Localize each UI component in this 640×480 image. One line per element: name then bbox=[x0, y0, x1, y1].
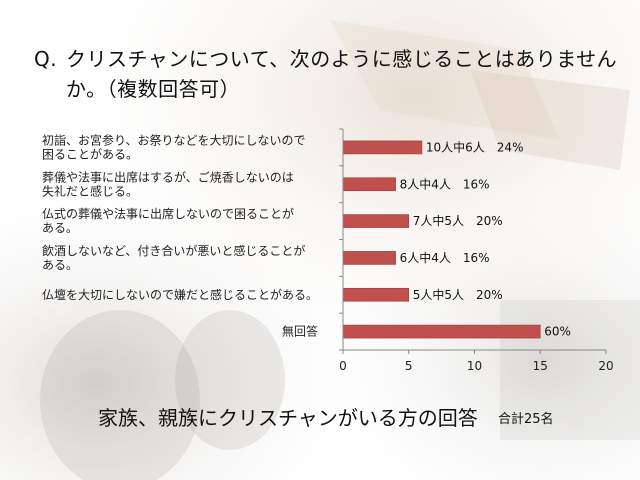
category-label-line: 葬儀や法事に出席はするが、ご焼香しないのは bbox=[42, 169, 294, 184]
data-label-1: 10人中6人 24% bbox=[426, 139, 524, 154]
category-label-1: 初詣、お宮参り、お祭りなどを大切にしないので困ることがある。 bbox=[42, 132, 306, 161]
x-tick-label-10: 10 bbox=[467, 359, 482, 373]
data-label-4: 6人中4人 16% bbox=[400, 250, 490, 265]
x-tick-label-15: 15 bbox=[533, 359, 548, 373]
book-shape bbox=[330, 20, 560, 140]
category-label-line: ある。 bbox=[42, 221, 78, 235]
category-label-line: 仏式の葬儀や法事に出席しないので困ることが bbox=[42, 206, 294, 221]
respondent-total: 合計25名 bbox=[498, 412, 554, 427]
x-tick-label-20: 20 bbox=[598, 359, 613, 373]
bar-6 bbox=[342, 324, 541, 339]
question-text: クリスチャンについて、次のように感じることはありませんか。（複数回答可） bbox=[66, 47, 618, 101]
category-label-2: 葬儀や法事に出席はするが、ご焼香しないのは失礼だと感じる。 bbox=[42, 169, 294, 198]
x-tick-label-5: 5 bbox=[405, 359, 413, 373]
category-label-5: 仏壇を大切にしないので嫌だと感じることがある。 bbox=[42, 287, 318, 302]
labels-layer: 10人中6人 24% 初詣、お宮参り、お祭りなどを大切にしないので困ることがある。… bbox=[42, 132, 571, 338]
question-marker: Q. bbox=[34, 47, 58, 71]
category-label-line: 初詣、お宮参り、お祭りなどを大切にしないので bbox=[42, 132, 306, 147]
bar-3 bbox=[342, 214, 410, 228]
category-label-line: 失礼だと感じる。 bbox=[42, 183, 138, 198]
data-label-3: 7人中5人 20% bbox=[413, 213, 503, 228]
category-label-line: 飲酒しないなど、付き合いが悪いと感じることが bbox=[42, 243, 305, 258]
category-label-line: 仏壇を大切にしないので嫌だと感じることがある。 bbox=[42, 287, 318, 302]
bars-layer bbox=[342, 140, 541, 339]
category-label-6: 無回答 bbox=[282, 324, 318, 339]
chart-caption: 家族、親族にクリスチャンがいる方の回答 bbox=[98, 406, 478, 430]
crowd-shape bbox=[500, 300, 640, 440]
category-label-line: 無回答 bbox=[282, 324, 318, 339]
person-silhouette bbox=[40, 310, 200, 480]
bar-1 bbox=[342, 140, 423, 155]
bar-2 bbox=[342, 177, 396, 192]
book-shape-2 bbox=[470, 70, 630, 170]
x-tick-label-0: 0 bbox=[339, 359, 347, 373]
data-label-6: 60% bbox=[544, 325, 571, 339]
question-title: Q. クリスチャンについて、次のように感じることはありませんか。（複数回答可） bbox=[34, 44, 624, 104]
category-label-3: 仏式の葬儀や法事に出席しないので困ることがある。 bbox=[42, 206, 294, 235]
category-label-line: ある。 bbox=[42, 258, 78, 272]
data-label-2: 8人中4人 16% bbox=[400, 176, 490, 191]
bar-4 bbox=[342, 251, 396, 265]
category-label-line: 困ることがある。 bbox=[42, 146, 138, 161]
data-label-5: 5人中5人 20% bbox=[413, 287, 503, 302]
person-silhouette-2 bbox=[175, 310, 285, 450]
category-label-4: 飲酒しないなど、付き合いが悪いと感じることがある。 bbox=[42, 243, 305, 272]
axis-layer: 0 5 10 15 20 bbox=[339, 128, 614, 373]
bar-5 bbox=[342, 287, 410, 302]
